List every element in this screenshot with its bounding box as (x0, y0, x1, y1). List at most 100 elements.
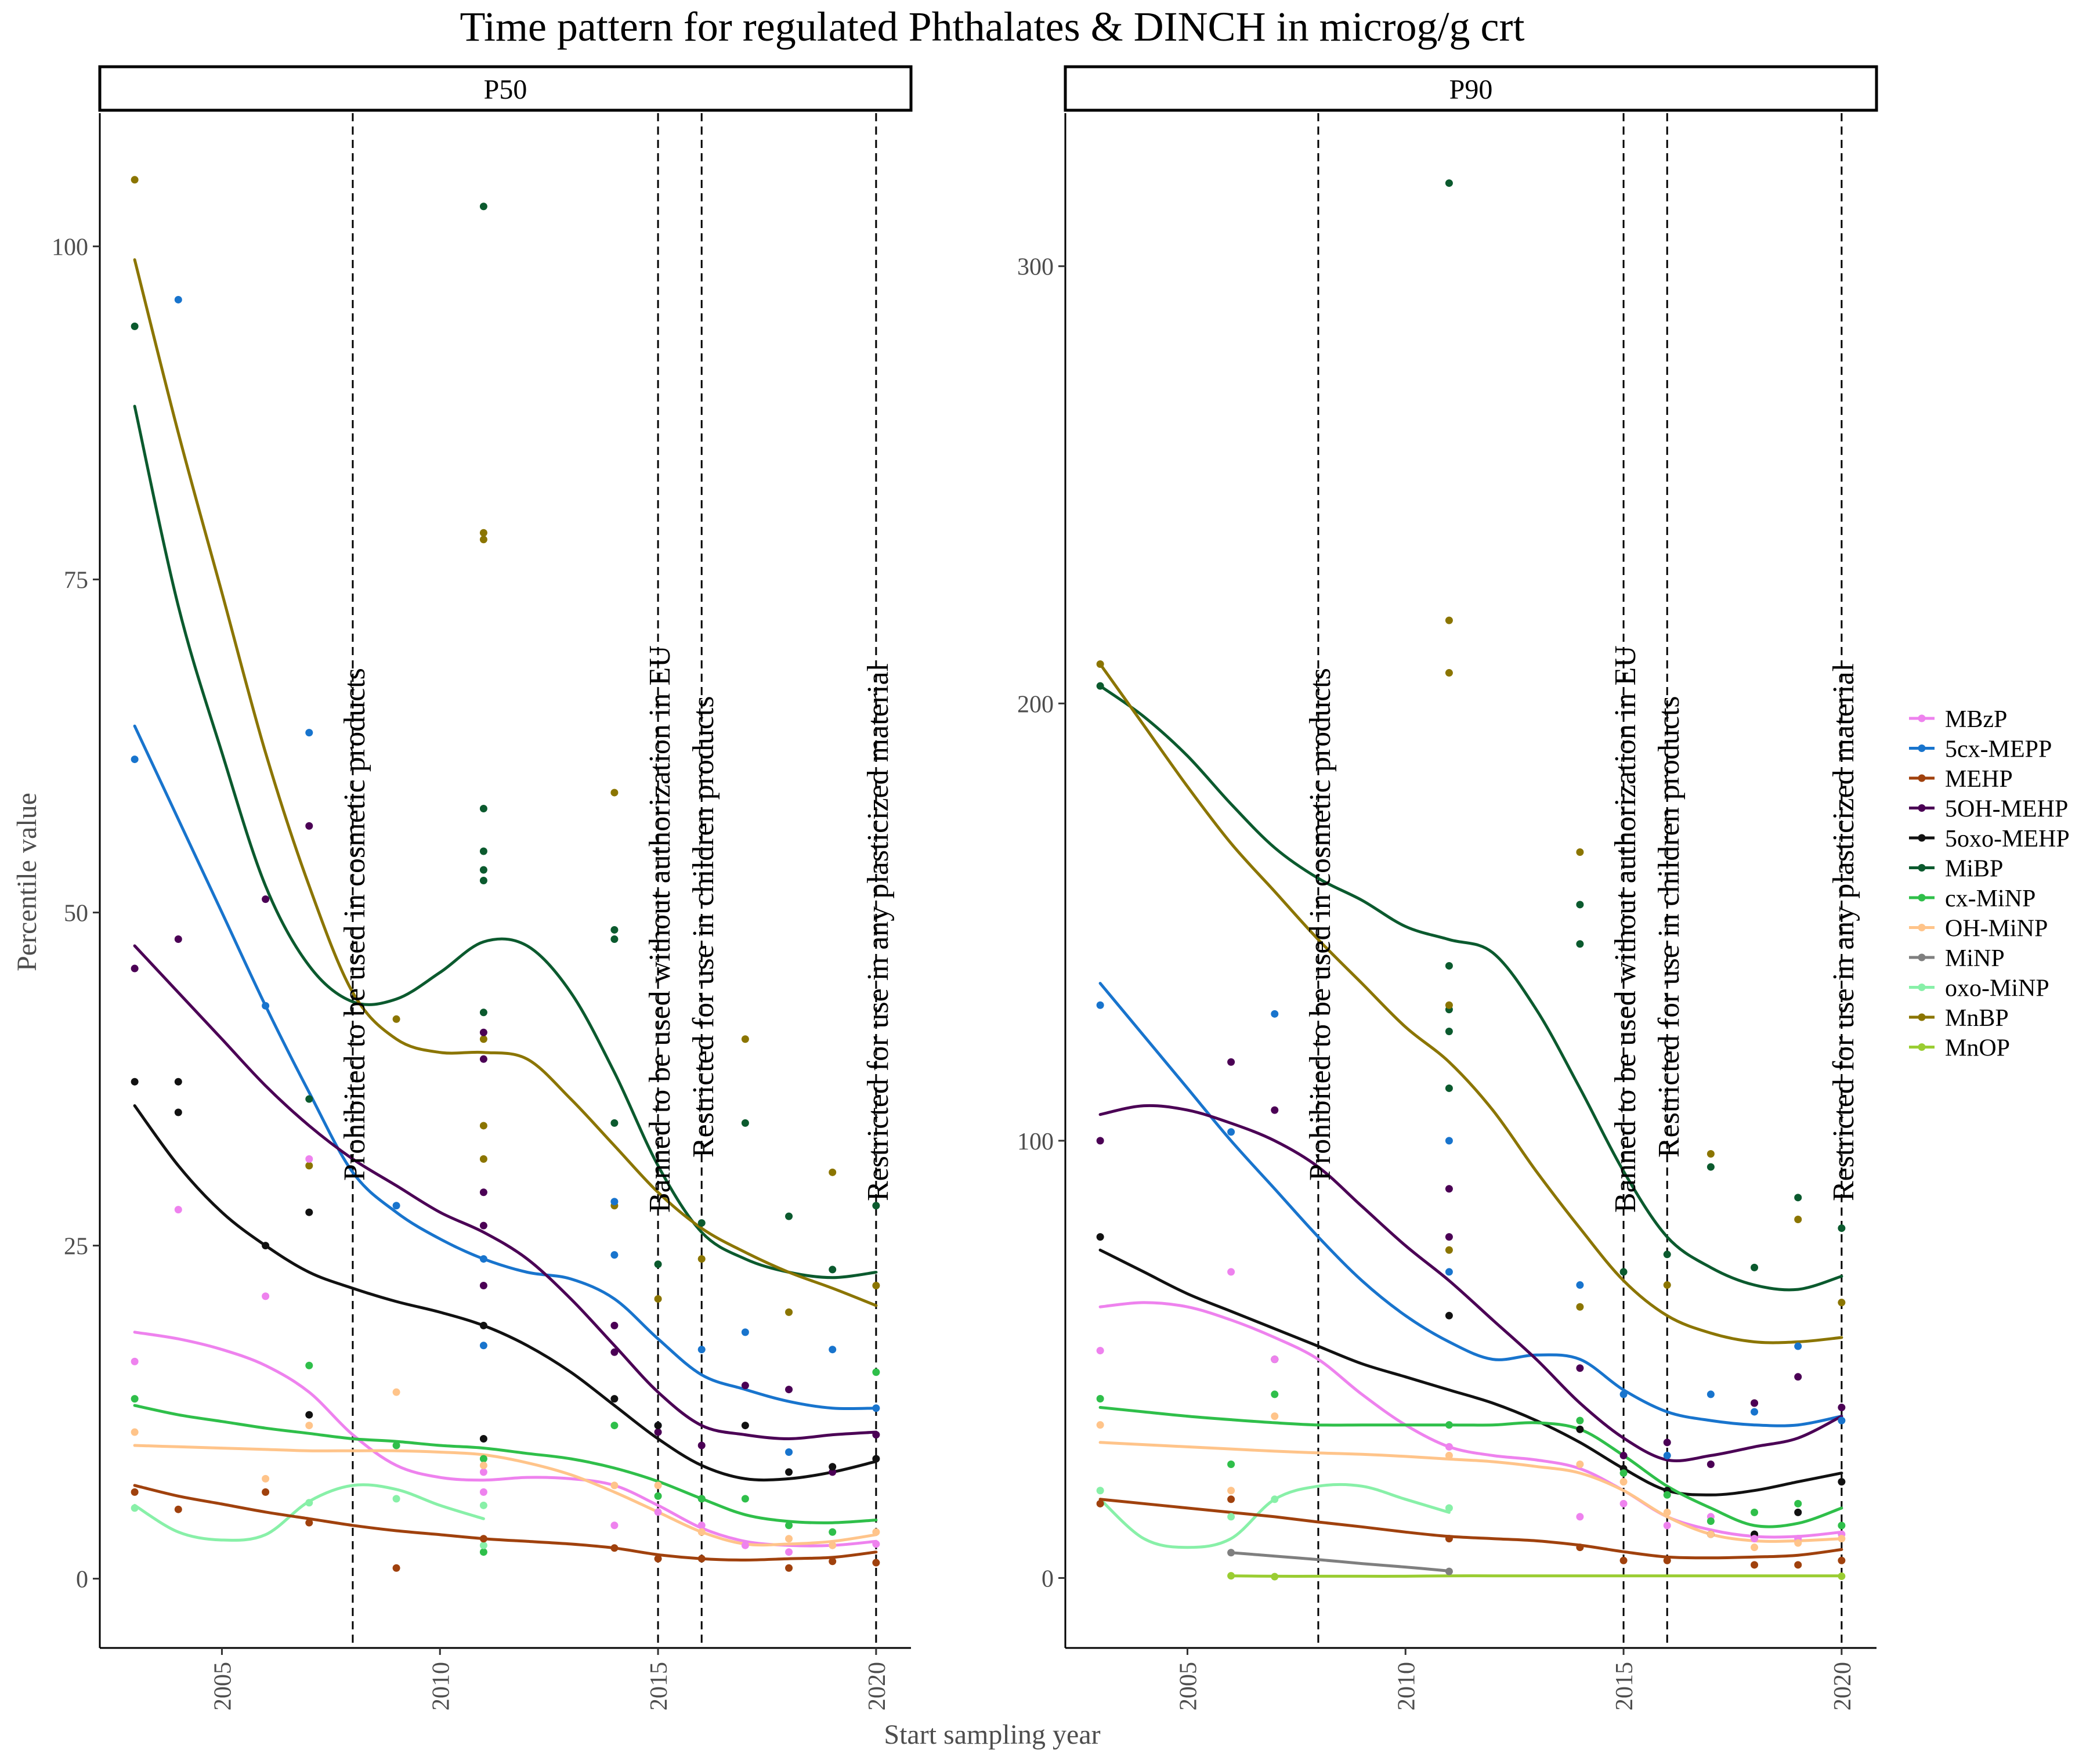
panel-p90-point-cx-minp (1271, 1390, 1279, 1398)
panel-p50-y-tick-label: 25 (64, 1234, 88, 1260)
panel-p90-point-oh-minp (1794, 1539, 1802, 1547)
panel-p50-point-mnbp (872, 1281, 880, 1289)
panel-p90-curve-mbzp (1098, 1301, 1843, 1539)
panel-p90-point-mnbp (1794, 1216, 1802, 1224)
panel-p50-x-tick-label: 2005 (209, 1662, 236, 1711)
legend-label: 5cx-MEPP (1945, 736, 2052, 763)
panel-p50-point-5cx-mepp (305, 729, 313, 737)
panel-p50-point-mehp (610, 1544, 619, 1552)
panel-p50-point-5cx-mepp (479, 1342, 487, 1350)
panel-p50-point-5cx-mepp (829, 1346, 837, 1354)
panel-p90-point-5cx-mepp (1706, 1390, 1715, 1398)
panel-p90-curve-mnbp (1098, 663, 1843, 1344)
panel-p90: P90 0 100 200 300 2005 2010 2015 2020 Prohibited … (1017, 65, 1878, 1711)
legend-item-5oh-mehp: 5OH-MEHP (1909, 796, 2068, 823)
panel-p90-point-mbzp (1619, 1499, 1628, 1508)
legend-key-point (1918, 1013, 1926, 1021)
panel-p90-point-mbzp (1445, 1443, 1453, 1451)
panel-p90-point-mnop (1838, 1572, 1846, 1580)
legend-label: oxo-MiNP (1945, 975, 2049, 1002)
panel-p90-point-mnbp (1445, 669, 1453, 677)
legend-key-point (1918, 834, 1926, 842)
panel-p50-point-mibp (479, 203, 487, 211)
panel-p50-point-cx-minp (785, 1521, 793, 1530)
panel-p50-point-cx-minp (872, 1368, 880, 1376)
panel-p50-point-5cx-mepp (479, 1255, 487, 1263)
panel-p90-point-mibp (1445, 961, 1453, 970)
legend-key-point (1918, 924, 1926, 931)
panel-p50-point-oh-minp (610, 1481, 619, 1490)
panel-p90-x-tick-label: 2020 (1830, 1662, 1856, 1711)
panel-p50-point-oxo-minp (479, 1501, 487, 1509)
panel-p90-point-oh-minp (1271, 1412, 1279, 1420)
panel-p50-point-mnbp (392, 1015, 400, 1023)
panel-p50-point-mnbp (610, 789, 619, 797)
panel-p50-point-5cx-mepp (610, 1251, 619, 1259)
legend-item-minp: MiNP (1909, 945, 2005, 972)
panel-p90-point-oh-minp (1751, 1544, 1759, 1552)
panel-p50-point-mibp (610, 1119, 619, 1127)
legend-key-point (1918, 864, 1926, 872)
panel-p50-point-mbzp (131, 1357, 139, 1365)
panel-p90-point-5oh-mehp (1619, 1451, 1628, 1459)
panel-p50-event-label: Restricted for use in any plasticized ma… (862, 663, 895, 1201)
panel-p90-point-mbzp (1663, 1521, 1671, 1530)
panel-p90-point-mibp (1576, 901, 1584, 909)
panel-p50-point-5oh-mehp (829, 1468, 837, 1476)
panel-p90-point-5oh-mehp (1576, 1364, 1584, 1372)
legend-item-mehp: MEHP (1909, 766, 2013, 793)
panel-p50-point-5cx-mepp (262, 1002, 270, 1010)
panel-p50-point-mehp (392, 1564, 400, 1572)
panel-p50-point-mnbp (479, 1035, 487, 1043)
panel-p90-event-label: Restricted for use in any plasticized ma… (1827, 663, 1860, 1201)
panel-p90-point-mibp (1445, 179, 1453, 187)
legend-key-point (1918, 804, 1926, 812)
panel-p90-point-mibp (1751, 1263, 1759, 1271)
panel-p90-point-5oxo-mehp (1096, 1233, 1104, 1241)
panel-p50-y-tick-label: 75 (64, 567, 88, 594)
panel-p50-point-oh-minp (262, 1474, 270, 1483)
panel-p50-curve-5oxo-mehp (133, 1104, 878, 1482)
panel-p50-point-5oxo-mehp (610, 1395, 619, 1403)
panel-p50-point-mehp (262, 1488, 270, 1496)
panel-p50-x-tick-label: 2015 (646, 1662, 673, 1711)
panel-p50-point-5oh-mehp (697, 1441, 706, 1449)
panel-p90-point-mnbp (1576, 848, 1584, 856)
panel-p90-point-oh-minp (1619, 1478, 1628, 1486)
panel-p90-point-mbzp (1227, 1268, 1235, 1276)
panel-p90-point-5cx-mepp (1445, 1137, 1453, 1145)
panel-p90-point-5oxo-mehp (1576, 1425, 1584, 1433)
panel-p50-point-5oxo-mehp (479, 1435, 487, 1443)
panel-p50-point-cx-minp (654, 1492, 662, 1500)
panel-p50-point-mbzp (654, 1508, 662, 1516)
panel-p50-point-mibp (479, 805, 487, 813)
panel-p50-point-5oxo-mehp (829, 1463, 837, 1471)
legend-item-5oxo-mehp: 5oxo-MEHP (1909, 826, 2070, 852)
panel-p90-point-5oxo-mehp (1794, 1508, 1802, 1516)
panel-p50-point-mehp (479, 1535, 487, 1543)
panel-p90-point-5oh-mehp (1445, 1185, 1453, 1193)
panel-p50-point-5oxo-mehp (785, 1468, 793, 1476)
panel-p50-point-mibp (479, 866, 487, 874)
panel-p50-point-5oh-mehp (479, 1028, 487, 1036)
panel-p50-point-oh-minp (305, 1422, 313, 1430)
panel-p90-point-minp (1227, 1549, 1235, 1557)
panel-p50-point-mehp (697, 1555, 706, 1563)
panel-p50-point-5oxo-mehp (872, 1455, 880, 1463)
panel-p50-point-5cx-mepp (131, 756, 139, 764)
panel-p50-point-mbzp (174, 1206, 182, 1214)
legend-key-point (1918, 953, 1926, 961)
panel-p90-point-5oxo-mehp (1445, 1311, 1453, 1320)
panel-p50-curve-cx-minp (133, 1404, 878, 1524)
panel-p50-curve-mehp (133, 1484, 878, 1561)
panel-p50-point-mnbp (479, 536, 487, 544)
panel-p90-point-mibp (1445, 1027, 1453, 1035)
panel-p90-point-mbzp (1751, 1535, 1759, 1543)
panel-p50-point-mibp (654, 1260, 662, 1268)
panel-p90-point-oh-minp (1838, 1535, 1846, 1543)
panel-p50-point-oh-minp (654, 1481, 662, 1490)
panel-p90-point-cx-minp (1751, 1508, 1759, 1516)
panel-p90-point-mehp (1619, 1556, 1628, 1564)
panel-p50-point-mbzp (479, 1488, 487, 1496)
